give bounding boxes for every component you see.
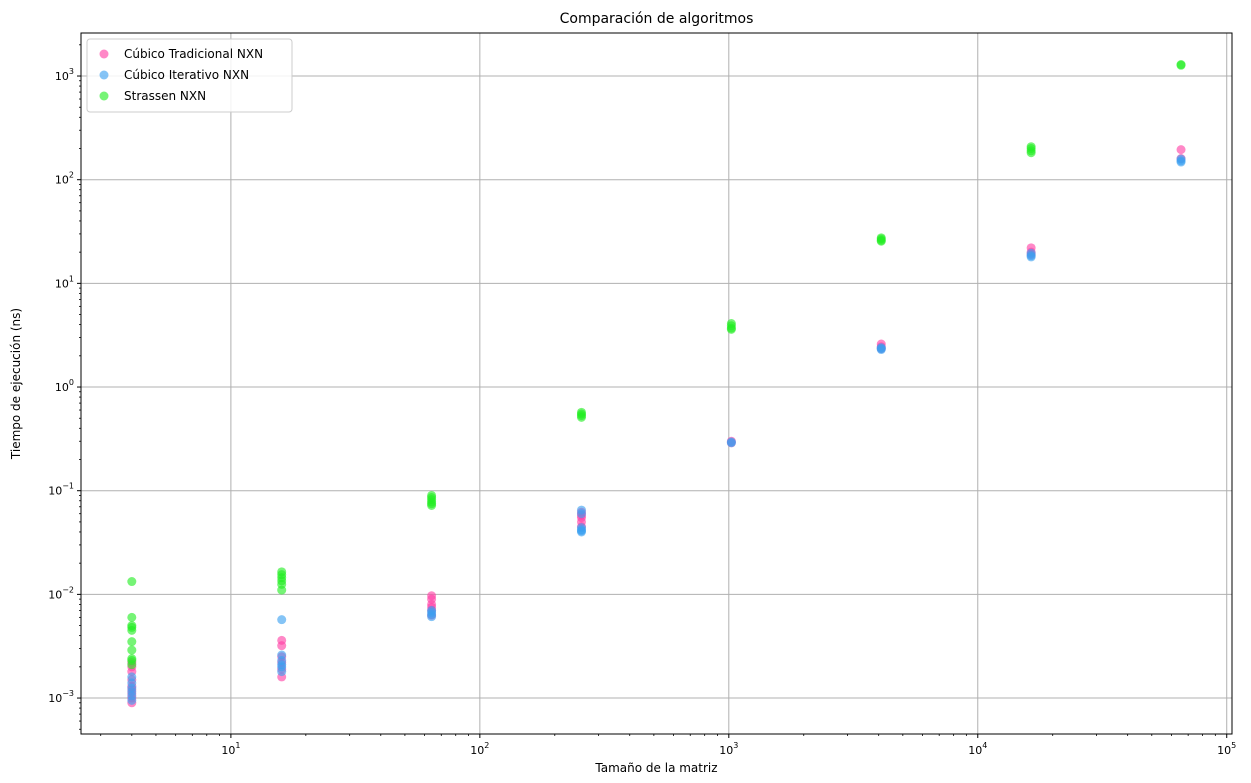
- y-tick-label: 103: [55, 67, 74, 83]
- data-point: [726, 319, 736, 329]
- data-point: [1176, 154, 1186, 164]
- legend-box: [86, 38, 293, 113]
- data-point: [726, 437, 736, 447]
- series-3: [127, 60, 1186, 670]
- series-2: [127, 154, 1186, 705]
- y-tick-label: 10−2: [48, 585, 74, 601]
- legend-label: Strassen NXN: [124, 89, 206, 103]
- y-tick-label: 101: [55, 274, 74, 290]
- series-1: [127, 145, 1186, 708]
- y-tick-label: 10−1: [48, 482, 74, 498]
- data-point: [127, 654, 137, 664]
- x-axis-title: Tamaño de la matriz: [594, 761, 717, 775]
- data-point: [576, 407, 586, 417]
- data-point: [876, 233, 886, 243]
- data-point: [1176, 60, 1186, 70]
- grid-layer: [81, 33, 1232, 734]
- data-point: [876, 343, 886, 353]
- ticks-layer: 101 102 103 104 105 10−3 10−2 10−1 100 101 102 103: [48, 44, 1236, 757]
- data-point: [427, 490, 437, 500]
- x-tick-label: 103: [719, 741, 738, 757]
- x-tick-label: 104: [968, 741, 987, 757]
- data-point: [427, 605, 437, 615]
- x-tick-label: 101: [221, 741, 240, 757]
- legend-marker: [99, 70, 109, 80]
- data-point: [127, 672, 137, 682]
- data-point: [576, 523, 586, 533]
- plot-frame: [80, 32, 1233, 735]
- x-tick-label: 105: [1217, 741, 1236, 757]
- legend-label: Cúbico Tradicional NXN: [124, 47, 263, 61]
- legend: Cúbico Tradicional NXN Cúbico Iterativo N…: [86, 38, 293, 113]
- legend-label: Cúbico Iterativo NXN: [124, 68, 249, 82]
- data-point: [127, 577, 137, 587]
- y-axis-title: Tiempo de ejecución (ns): [9, 308, 23, 460]
- data-point: [1026, 248, 1036, 258]
- legend-marker: [99, 91, 109, 101]
- x-tick-label: 102: [470, 741, 489, 757]
- data-point: [1026, 142, 1036, 152]
- data-point: [127, 612, 137, 622]
- data-point: [277, 635, 287, 645]
- legend-marker: [99, 49, 109, 59]
- y-tick-label: 10−3: [48, 689, 74, 705]
- data-point: [277, 567, 287, 577]
- data-point: [127, 637, 137, 647]
- data-point: [1176, 145, 1186, 155]
- data-point: [127, 621, 137, 631]
- y-tick-label: 102: [55, 171, 74, 187]
- data-point: [277, 650, 287, 660]
- y-tick-label: 100: [55, 378, 74, 394]
- data-point: [127, 645, 137, 655]
- data-point: [427, 591, 437, 601]
- data-point: [277, 615, 287, 625]
- data-point: [576, 505, 586, 515]
- data-points-layer: [127, 60, 1186, 708]
- chart-title: Comparación de algoritmos: [560, 11, 754, 27]
